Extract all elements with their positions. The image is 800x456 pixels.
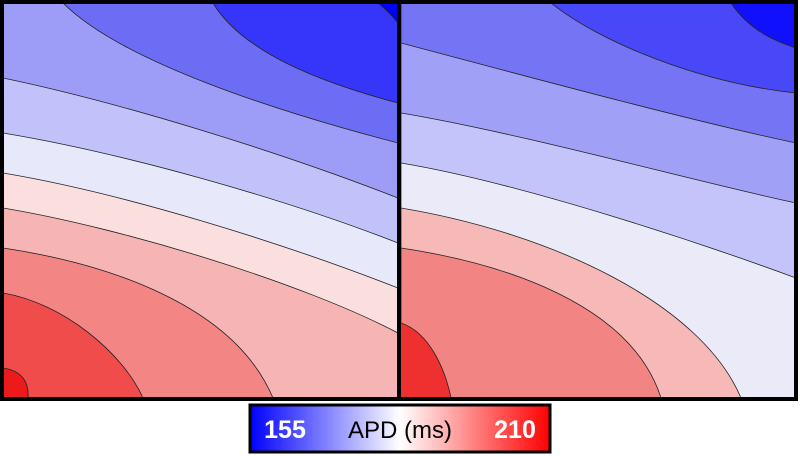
right-panel: [401, 3, 796, 398]
contour-band: [212, 3, 398, 104]
colorbar-tick-label: 155: [264, 416, 306, 444]
colorbar: 155 APD (ms) 210: [248, 403, 552, 454]
contour-band: [550, 3, 796, 94]
colorbar-gradient: [248, 403, 552, 454]
colorbar-tick-label: 210: [494, 416, 536, 444]
panel-frame: [397, 0, 798, 401]
left-panel: [3, 3, 398, 398]
contour-band: [377, 3, 398, 24]
colorbar-label: APD (ms): [348, 417, 452, 444]
